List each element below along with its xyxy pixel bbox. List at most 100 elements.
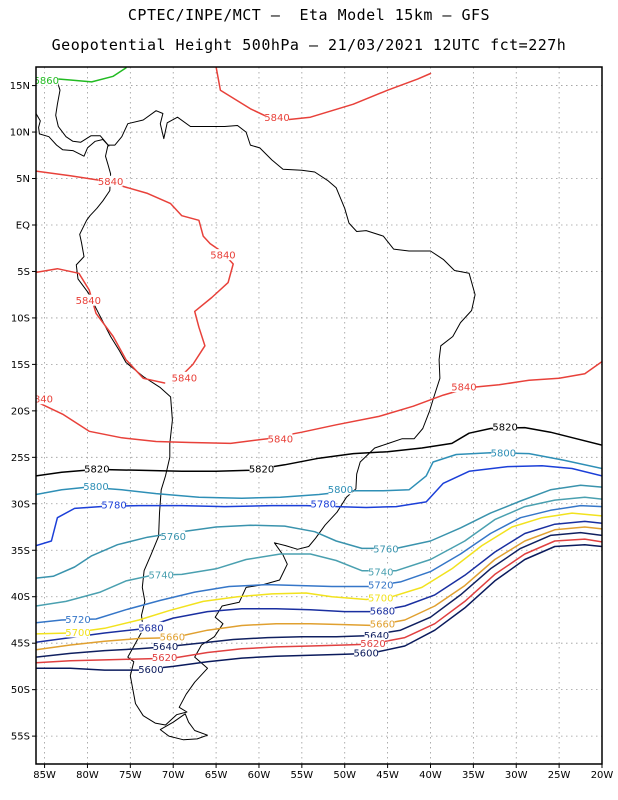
contour-label: 5820 — [492, 423, 517, 434]
contour-label: 5840 — [98, 177, 123, 188]
contour-label-bg — [152, 651, 177, 663]
y-tick-label: 55S — [11, 732, 30, 743]
contour-label: 5780 — [311, 500, 336, 511]
contour-label-bg — [76, 294, 101, 306]
contour-label-bg — [153, 640, 178, 652]
contour-label-bg — [84, 480, 109, 492]
contour-label: 5840 — [451, 383, 476, 394]
contour-label-bg — [368, 579, 393, 591]
y-tick-label: 10N — [10, 128, 30, 139]
contour-label: 5780 — [101, 501, 126, 512]
x-tick-label: 40W — [419, 770, 442, 781]
contour-label: 5860 — [34, 76, 59, 87]
contour-label: 5700 — [65, 628, 90, 639]
contour-label: 5740 — [148, 570, 173, 581]
y-tick-label: EQ — [16, 220, 30, 231]
coastline-layer — [36, 76, 476, 741]
contour-label-bg — [268, 433, 293, 445]
contour-5680 — [36, 520, 602, 644]
contour-label: 5620 — [152, 653, 177, 664]
x-tick-label: 65W — [205, 770, 228, 781]
contour-label-bg — [160, 631, 185, 643]
contour-label: 5840 — [76, 296, 101, 307]
contour-label-bg — [98, 175, 123, 187]
contour-5620 — [36, 538, 602, 664]
contour-label: 5680 — [370, 607, 395, 618]
contour-label-bg — [210, 249, 235, 261]
contour-5840 — [215, 67, 432, 122]
contour-label: 5640 — [153, 642, 178, 653]
x-tick-label: 85W — [33, 770, 56, 781]
map-frame — [35, 66, 603, 765]
contour-label: 5820 — [249, 464, 274, 475]
contour-label-bg — [493, 421, 518, 433]
contour-label-bg — [370, 618, 395, 630]
x-tick-label: 45W — [376, 770, 399, 781]
contour-label: 5840 — [264, 113, 289, 124]
contour-label-bg — [36, 74, 59, 86]
contour-5840 — [36, 267, 166, 384]
contour-label-bg — [364, 629, 389, 641]
contour-5760 — [36, 484, 602, 579]
coastline-south-america — [75, 110, 476, 726]
contour-label-bg — [84, 462, 109, 474]
x-tick-label: 35W — [462, 770, 485, 781]
contour-label-bg — [491, 447, 516, 459]
contour-label-bg — [368, 592, 393, 604]
contour-label: 5660 — [370, 620, 395, 631]
contour-label: 5820 — [84, 464, 109, 475]
x-tick-label: 55W — [291, 770, 314, 781]
contour-label-bg — [361, 637, 386, 649]
contour-5700 — [36, 512, 602, 635]
contour-label: 5800 — [328, 485, 353, 496]
contour-label-bg — [311, 498, 336, 510]
y-tick-label: 40S — [11, 592, 30, 603]
x-tick-label: 75W — [119, 770, 142, 781]
contour-label: 5620 — [360, 639, 385, 650]
contour-label-bg — [161, 530, 186, 542]
contour-label: 5680 — [138, 623, 163, 634]
contour-label: 5600 — [353, 648, 378, 659]
contour-label: 5740 — [368, 568, 393, 579]
contour-5640 — [36, 531, 602, 658]
contour-5720 — [36, 504, 602, 624]
contour-label: 5640 — [364, 631, 389, 642]
y-tick-label: 15N — [10, 81, 30, 92]
map-title: CPTEC/INPE/MCT – Eta Model 15km – GFS — [127, 6, 491, 24]
contour-label: 5840 — [28, 395, 53, 406]
x-tick-label: 25W — [548, 770, 571, 781]
map-subtitle: Geopotential Height 500hPa – 21/03/2021 … — [51, 36, 567, 54]
x-tick-label: 20W — [591, 770, 614, 781]
contour-label: 5760 — [160, 532, 185, 543]
contour-5820 — [36, 426, 602, 477]
longitude-axis: 85W 80W 75W 70W 65W 60W 55W 50W 45W 40W 35W 30W 25W 2… — [33, 764, 613, 781]
y-tick-label: 30S — [11, 499, 30, 510]
contour-label-bg — [66, 626, 91, 638]
contour-label-bg — [354, 646, 379, 658]
y-tick-label: 20S — [11, 406, 30, 417]
contour-5660 — [36, 526, 602, 651]
y-tick-label: 5N — [16, 174, 30, 185]
coastline-tierra-del-fuego — [159, 713, 208, 741]
contour-layer — [36, 67, 602, 671]
y-tick-label: 45S — [11, 639, 30, 650]
contour-label-bg — [373, 542, 398, 554]
y-tick-label: 25S — [11, 453, 30, 464]
contour-label-bg — [328, 483, 353, 495]
contour-label: 5700 — [368, 594, 393, 605]
contour-label: 5720 — [65, 615, 90, 626]
contour-label: 5840 — [210, 251, 235, 262]
contour-label: 5720 — [368, 581, 393, 592]
contour-label-bg — [368, 566, 393, 578]
x-tick-label: 60W — [248, 770, 271, 781]
contour-5840 — [36, 170, 234, 377]
contour-label: 5840 — [172, 373, 197, 384]
contour-label-layer: 5860 5840 5840 5840 5840 5840 5840 5840 5840 5820… — [28, 74, 518, 676]
contour-5800 — [36, 451, 602, 499]
y-tick-label: 50S — [11, 685, 30, 696]
y-tick-label: 35S — [11, 546, 30, 557]
contour-label: 5760 — [373, 544, 398, 555]
x-tick-label: 30W — [505, 770, 528, 781]
x-tick-label: 50W — [333, 770, 356, 781]
